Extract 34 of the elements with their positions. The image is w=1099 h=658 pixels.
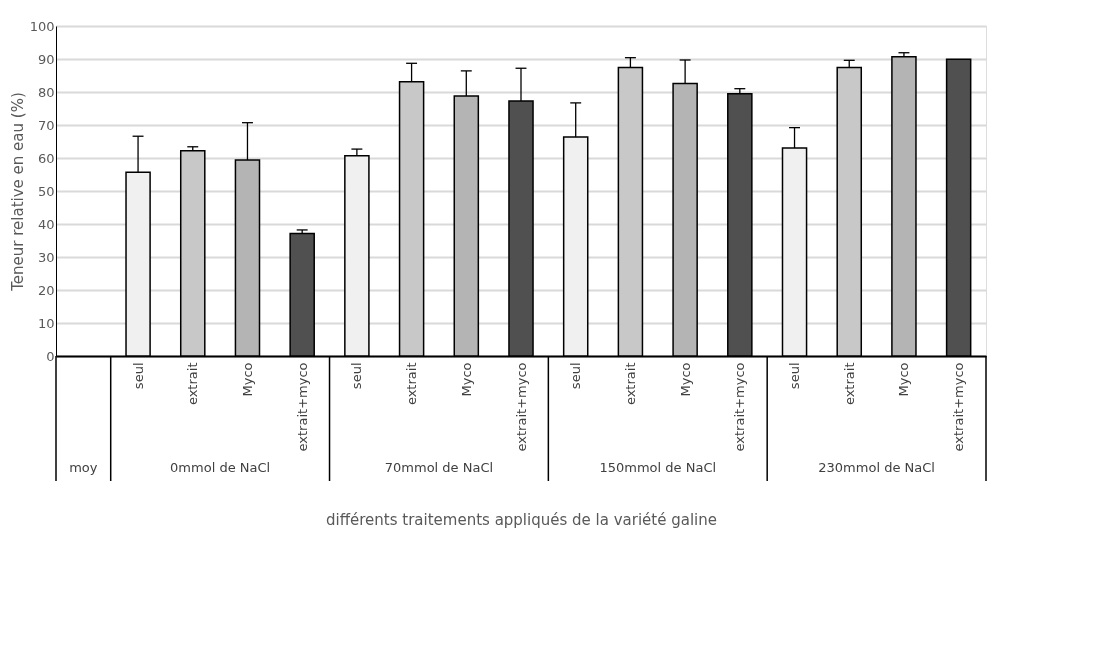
x-tick-label: extrait+myco (951, 362, 967, 452)
x-tick-label: extrait (185, 362, 201, 406)
text: 70mmol de NaCl (384, 460, 494, 475)
y-tick-label: 100 (29, 18, 55, 34)
x-axis-title: différents traitements appliqués de la variété galine (326, 511, 717, 530)
y-tick-label: 0 (46, 348, 55, 364)
x-tick-label: extrait (404, 362, 420, 406)
x-tick-label: seul (130, 362, 146, 390)
y-tick-label: 20 (37, 282, 55, 298)
x-tick-label: extrait+myco (732, 362, 748, 452)
x-tick-label: extrait+myco (513, 362, 529, 452)
text: moy (69, 460, 98, 475)
text: 230mmol de NaCl (818, 460, 935, 475)
x-tick-label: seul (349, 362, 365, 390)
y-tick-label: 70 (37, 117, 55, 133)
x-tick-label: extrait (622, 362, 638, 406)
y-tick-label: 90 (37, 51, 55, 67)
x-tick-label: seul (568, 362, 584, 390)
y-tick-label: 80 (37, 84, 55, 100)
y-axis-title: Teneur relative en eau (%) (8, 92, 27, 292)
text: 0mmol de NaCl (170, 460, 271, 475)
x-tick-label: extrait+myco (294, 362, 310, 452)
y-tick-label: 50 (37, 183, 55, 199)
x-tick-label: extrait (841, 362, 857, 406)
y-tick-label: 40 (37, 216, 55, 232)
y-tick-label: 60 (37, 150, 55, 166)
x-tick-label: Myco (458, 362, 474, 397)
x-tick-label: Myco (239, 362, 255, 397)
text: 150mmol de NaCl (599, 460, 717, 475)
x-tick-label: Myco (896, 362, 912, 397)
y-tick-label: 30 (37, 249, 55, 265)
y-tick-label: 10 (37, 315, 55, 331)
x-tick-label: Myco (677, 362, 693, 397)
x-tick-label: seul (787, 362, 803, 390)
